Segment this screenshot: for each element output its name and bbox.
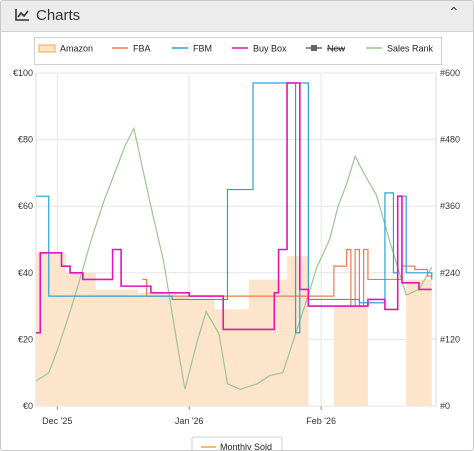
legend-swatch-amazon[interactable] bbox=[38, 44, 56, 53]
legend-label-salesrank[interactable]: Sales Rank bbox=[387, 44, 434, 54]
legend-label-buybox[interactable]: Buy Box bbox=[253, 44, 287, 54]
chevron-up-icon[interactable]: ⌃ bbox=[448, 4, 460, 20]
y-left-tick-label: €80 bbox=[18, 135, 33, 145]
y-left-tick-label: €40 bbox=[18, 268, 33, 278]
line-chart-icon bbox=[15, 9, 29, 21]
y-right-tick-label: #600 bbox=[440, 68, 460, 78]
series-amazon-area bbox=[406, 279, 432, 406]
y-left-tick-label: €60 bbox=[18, 201, 33, 211]
legend-label-new[interactable]: New bbox=[327, 44, 346, 54]
y-right-tick-label: #240 bbox=[440, 268, 460, 278]
legend-label-fbm[interactable]: FBM bbox=[193, 44, 212, 54]
x-tick-label: Feb '26 bbox=[306, 416, 336, 426]
y-right-tick-label: #480 bbox=[440, 135, 460, 145]
legend-label-amazon[interactable]: Amazon bbox=[60, 44, 93, 54]
x-tick-label: Jan '26 bbox=[175, 416, 204, 426]
legend-marker-new[interactable] bbox=[311, 45, 317, 51]
y-right-tick-label: #120 bbox=[440, 334, 460, 344]
legend-label-fba[interactable]: FBA bbox=[133, 44, 151, 54]
charts-header[interactable]: Charts ⌃ bbox=[1, 1, 473, 32]
chart-legend bbox=[34, 37, 442, 65]
y-left-tick-label: €20 bbox=[18, 334, 33, 344]
x-tick-label: Dec '25 bbox=[42, 416, 72, 426]
y-left-tick-label: €100 bbox=[13, 68, 33, 78]
legend-label-monthly-sold[interactable]: Monthly Sold bbox=[220, 442, 272, 450]
panel-title: Charts bbox=[36, 7, 81, 24]
series-buybox-line bbox=[36, 82, 432, 334]
series-fba-line bbox=[142, 248, 432, 307]
series-amazon-area bbox=[333, 306, 368, 406]
y-right-tick-label: #0 bbox=[440, 401, 450, 411]
series-amazon-area bbox=[36, 252, 309, 406]
y-right-tick-label: #360 bbox=[440, 201, 460, 211]
series-salesrank-line bbox=[35, 126, 433, 390]
y-left-tick-label: €0 bbox=[23, 401, 33, 411]
